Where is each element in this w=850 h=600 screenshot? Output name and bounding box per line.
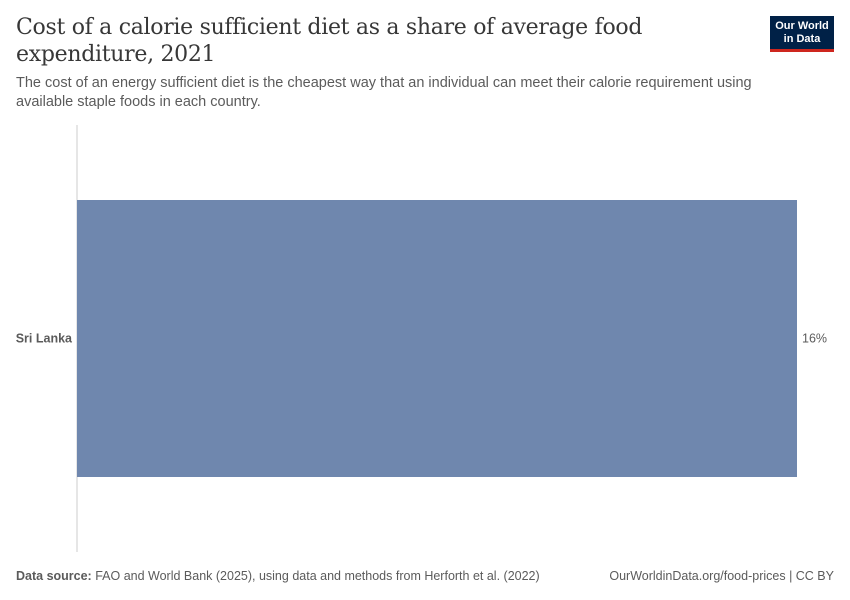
source-text[interactable]: FAO and World Bank (2025), using data an… bbox=[95, 569, 540, 583]
bar[interactable] bbox=[77, 200, 797, 477]
url-license[interactable]: OurWorldinData.org/food-prices | CC BY bbox=[609, 569, 834, 583]
chart-subtitle: The cost of an energy sufficient diet is… bbox=[16, 75, 752, 110]
category-label: Sri Lanka bbox=[16, 332, 73, 346]
chart-title: Cost of a calorie sufficient diet as a s… bbox=[16, 15, 643, 67]
logo-line-1: Our World bbox=[775, 20, 829, 32]
logo-line-2: in Data bbox=[783, 33, 821, 45]
source-label: Data source: bbox=[16, 569, 92, 583]
value-label: 16% bbox=[802, 332, 827, 346]
footer: Data source: FAO and World Bank (2025), … bbox=[16, 569, 834, 583]
owid-logo[interactable]: Our World in Data bbox=[770, 16, 834, 52]
